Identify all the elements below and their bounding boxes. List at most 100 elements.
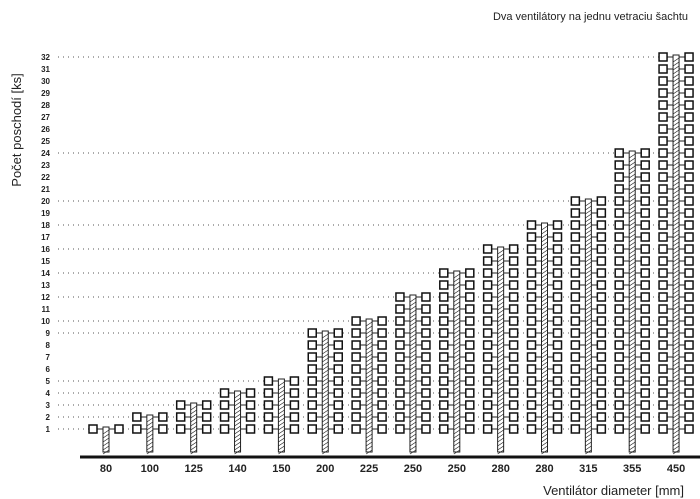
pipe-hatch <box>585 265 592 271</box>
fan-unit <box>421 304 431 314</box>
fan-unit <box>570 196 581 206</box>
fan-unit <box>658 364 668 374</box>
pipe-hatch <box>585 237 592 243</box>
bar <box>351 316 387 455</box>
fan-unit <box>307 400 317 410</box>
fan-unit <box>658 424 668 434</box>
pipe-hatch <box>453 333 460 339</box>
x-tick-label: 200 <box>316 463 334 475</box>
x-axis-label: Ventilátor diameter [mm] <box>543 483 684 498</box>
fan-unit <box>526 232 537 242</box>
fan-unit <box>289 388 300 398</box>
fan-unit <box>201 424 212 434</box>
pipe-hatch <box>146 433 154 439</box>
pipe-hatch <box>672 85 680 91</box>
pipe-hatch <box>541 449 548 455</box>
pipe-hatch <box>541 261 548 267</box>
pipe-hatch <box>585 233 592 239</box>
fan-unit <box>684 124 694 134</box>
y-tick-label: 6 <box>46 365 51 374</box>
pipe-hatch <box>409 353 417 359</box>
fan-unit <box>640 304 650 314</box>
fan-unit <box>333 412 343 422</box>
fan-unit <box>289 376 300 386</box>
fan-unit <box>614 232 624 242</box>
pipe-hatch <box>672 225 680 231</box>
fan-unit <box>570 256 581 266</box>
pipe-hatch <box>672 237 680 243</box>
pipe-hatch <box>672 301 680 307</box>
pipe-hatch <box>672 333 680 339</box>
pipe-hatch <box>453 449 460 455</box>
y-tick-label: 28 <box>41 101 50 110</box>
pipe-hatch <box>322 417 329 423</box>
pipe-hatch <box>629 237 636 243</box>
fan-unit <box>596 292 607 302</box>
fan-unit <box>482 376 493 386</box>
pipe-hatch <box>672 233 680 239</box>
pipe-hatch <box>409 305 417 311</box>
pipe-hatch <box>629 185 636 191</box>
fan-unit <box>395 376 405 386</box>
fan-unit <box>482 388 493 398</box>
fan-unit <box>333 352 343 362</box>
pipe-hatch <box>497 417 504 423</box>
pipe-hatch <box>672 329 680 335</box>
fan-unit <box>482 328 493 338</box>
y-tick-label: 27 <box>41 113 50 122</box>
fan-unit <box>263 424 274 434</box>
pipe-hatch <box>585 309 592 315</box>
fan-unit <box>640 388 650 398</box>
y-tick-label: 20 <box>41 197 50 206</box>
pipe-hatch <box>365 393 373 399</box>
fan-unit <box>439 268 449 278</box>
fan-unit <box>526 292 537 302</box>
fan-unit <box>640 184 650 194</box>
fan-unit <box>640 316 650 326</box>
pipe-hatch <box>453 337 460 343</box>
fan-unit <box>439 352 449 362</box>
pipe-hatch <box>629 281 636 287</box>
pipe-hatch <box>453 361 460 367</box>
fan-unit <box>508 400 519 410</box>
pipe-hatch <box>409 357 417 363</box>
pipe-hatch <box>629 261 636 267</box>
pipe-hatch <box>497 373 504 379</box>
bar <box>219 388 256 455</box>
pipe-hatch <box>365 325 373 331</box>
fan-unit <box>614 280 624 290</box>
pipe-hatch <box>453 393 460 399</box>
fan-unit <box>614 220 624 230</box>
pipe-hatch <box>497 405 504 411</box>
pipe-hatch <box>585 253 592 259</box>
pipe-hatch <box>102 441 110 447</box>
fan-unit <box>289 400 300 410</box>
fan-unit <box>684 340 694 350</box>
fan-unit <box>395 388 405 398</box>
fan-unit <box>570 244 581 254</box>
fan-unit <box>175 412 186 422</box>
pipe-hatch <box>497 377 504 383</box>
pipe-hatch <box>672 113 680 119</box>
fan-unit <box>596 208 607 218</box>
pipe-hatch <box>629 277 636 283</box>
pipe-hatch <box>585 373 592 379</box>
pipe-hatch <box>190 437 197 443</box>
fan-unit <box>640 232 650 242</box>
fan-unit <box>640 280 650 290</box>
pipe-hatch <box>234 405 241 411</box>
pipe-hatch <box>629 441 636 447</box>
pipe-hatch <box>541 297 548 303</box>
pipe-hatch <box>629 405 636 411</box>
fan-unit <box>684 292 694 302</box>
fan-unit <box>465 412 475 422</box>
pipe-hatch <box>234 425 241 431</box>
fan-unit <box>658 172 668 182</box>
pipe-hatch <box>629 377 636 383</box>
pipe-hatch <box>672 277 680 283</box>
pipe-hatch <box>629 201 636 207</box>
pipe-hatch <box>497 273 504 279</box>
pipe-hatch <box>672 389 680 395</box>
pipe-hatch <box>453 349 460 355</box>
fan-unit <box>508 280 519 290</box>
